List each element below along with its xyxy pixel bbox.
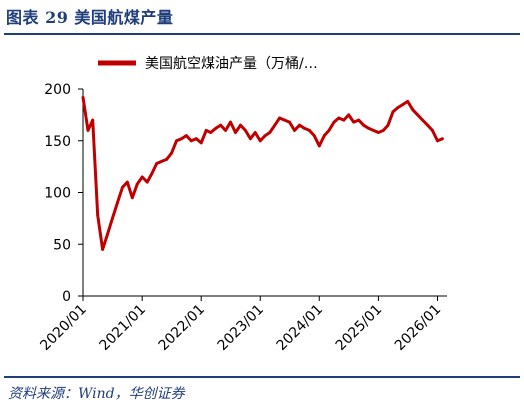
data-point [391, 110, 395, 114]
data-point [396, 106, 400, 109]
data-point [322, 134, 326, 138]
data-point [101, 248, 104, 251]
figure-title: 图表 29 美国航煤产量 [6, 8, 174, 27]
data-point [317, 144, 321, 148]
y-tick-label: 200 [44, 82, 71, 98]
data-point [441, 137, 444, 141]
data-point [293, 129, 296, 132]
data-point [121, 185, 124, 189]
data-point [224, 129, 228, 132]
data-point [298, 123, 301, 127]
x-tick-label: 2025/01 [333, 302, 385, 354]
data-point [184, 134, 188, 138]
data-point [268, 131, 272, 134]
data-point [372, 129, 375, 132]
data-point [116, 201, 119, 205]
x-tick-label: 2024/01 [274, 302, 326, 354]
data-point [327, 129, 331, 132]
series-line [81, 97, 444, 251]
data-point [81, 95, 85, 99]
data-point [288, 120, 291, 124]
data-point [352, 120, 356, 124]
data-point [332, 120, 336, 124]
data-point [96, 213, 100, 217]
data-point [253, 131, 257, 134]
x-tick-label: 2020/01 [37, 302, 89, 354]
data-point [214, 126, 218, 130]
data-point [431, 129, 434, 132]
data-point [86, 129, 90, 132]
data-point [377, 131, 380, 134]
axes [82, 89, 447, 297]
data-point [125, 180, 129, 184]
data-point [135, 182, 139, 186]
source-note: 资料来源：Wind，华创证券 [8, 386, 185, 402]
data-point [278, 116, 281, 120]
data-point [406, 100, 410, 103]
data-point [342, 118, 346, 122]
data-point [382, 129, 385, 132]
data-point [140, 175, 144, 179]
data-point [337, 116, 341, 120]
x-tick-label: 2023/01 [215, 302, 267, 354]
data-point [155, 162, 159, 165]
data-point [362, 123, 365, 127]
plot-area [81, 95, 444, 251]
data-point [175, 139, 178, 143]
data-point [258, 139, 262, 143]
data-point [219, 123, 223, 127]
data-point [273, 123, 277, 127]
data-point [204, 129, 208, 132]
legend-label: 美国航空煤油产量（万桶/… [145, 56, 318, 72]
data-point [111, 217, 114, 220]
y-tick-label: 0 [62, 289, 71, 305]
data-point [160, 160, 164, 163]
data-point [421, 118, 424, 122]
source-rule [4, 376, 520, 378]
data-point [180, 137, 183, 141]
data-point [244, 129, 247, 132]
data-point [312, 134, 316, 138]
data-point [411, 108, 415, 112]
data-point [263, 134, 267, 138]
data-point [283, 118, 286, 122]
y-tick-label: 100 [44, 186, 71, 202]
data-point [426, 123, 429, 127]
data-point [239, 123, 242, 127]
data-point [209, 131, 213, 134]
y-tick-label: 150 [44, 134, 71, 150]
data-point [249, 137, 252, 141]
x-tick-label: 2022/01 [156, 302, 208, 354]
legend: 美国航空煤油产量（万桶/… [98, 56, 318, 72]
data-point [386, 123, 390, 127]
data-point [357, 118, 361, 122]
data-point [130, 196, 134, 200]
data-point [347, 113, 351, 117]
data-point [229, 120, 232, 124]
data-point [165, 158, 169, 161]
data-point [145, 180, 149, 184]
data-point [436, 139, 439, 143]
data-point [106, 232, 109, 236]
data-point [170, 151, 173, 155]
title-rule [4, 33, 520, 35]
x-tick-label: 2021/01 [97, 302, 149, 354]
data-point [194, 137, 198, 141]
data-point [308, 129, 311, 132]
data-point [367, 126, 370, 130]
data-point [199, 141, 203, 145]
data-point [189, 139, 193, 143]
data-point [401, 103, 405, 106]
y-tick-label: 50 [53, 237, 71, 253]
data-point [303, 126, 306, 130]
data-point [234, 131, 237, 134]
data-point [150, 172, 154, 176]
data-point [91, 118, 95, 122]
data-point [416, 113, 420, 117]
x-tick-label: 2026/01 [392, 302, 444, 354]
